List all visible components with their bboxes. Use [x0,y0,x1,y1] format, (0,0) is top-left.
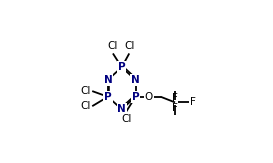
Text: O: O [145,92,153,102]
Text: N: N [131,75,140,85]
Text: Cl: Cl [121,114,131,124]
Text: N: N [117,104,126,114]
Text: Cl: Cl [124,41,134,51]
Text: P: P [104,92,112,102]
Text: Cl: Cl [80,86,90,96]
Text: P: P [132,92,139,102]
Text: P: P [118,62,126,72]
Text: Cl: Cl [108,41,118,51]
Text: F: F [190,97,196,107]
Text: N: N [103,75,112,85]
Text: F: F [172,103,178,113]
Text: F: F [172,93,178,103]
Text: Cl: Cl [80,101,90,111]
